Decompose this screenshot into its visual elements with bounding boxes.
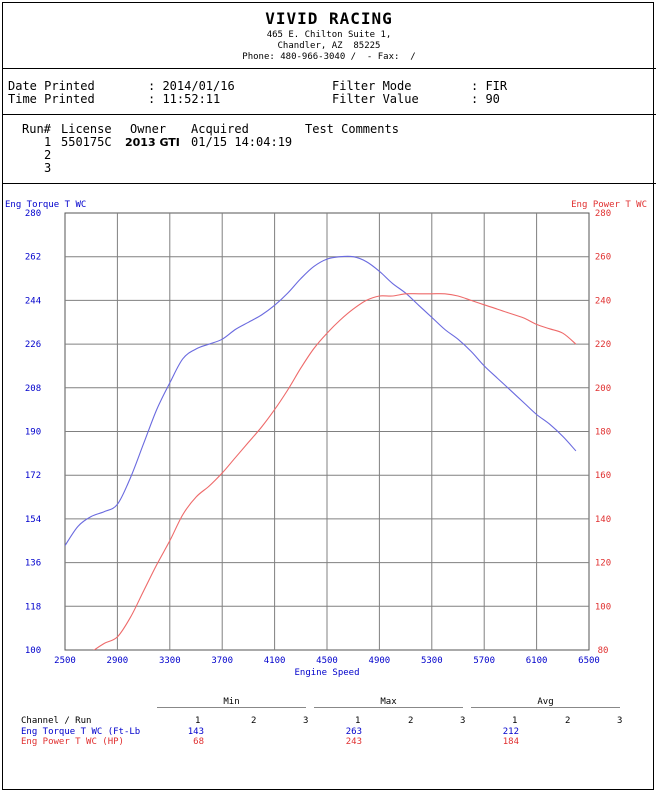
stats-group-avg: Avg xyxy=(537,697,554,707)
x-tick-label: 5300 xyxy=(421,656,443,666)
x-tick-label: 5700 xyxy=(473,656,495,666)
x-tick-label: 6100 xyxy=(526,656,548,666)
company-name: VIVID RACING xyxy=(265,9,393,28)
company-address-line1: 465 E. Chilton Suite 1, xyxy=(266,30,392,40)
company-contact: Phone: 480-966-3040 / - Fax: / xyxy=(242,52,416,62)
right-y-tick-label: 100 xyxy=(595,602,611,612)
torque-series-line xyxy=(65,255,577,546)
stats-channel-power: Eng Power T WC (HP) xyxy=(21,737,124,747)
x-tick-label: 3700 xyxy=(211,656,233,666)
time-printed-value: : 11:52:11 xyxy=(148,92,221,106)
left-y-tick-label: 262 xyxy=(25,253,41,263)
filter-mode-value: : FIR xyxy=(471,79,508,93)
power-series-line xyxy=(93,293,577,650)
runs-header-comments: Test Comments xyxy=(305,122,399,136)
left-y-tick-label: 280 xyxy=(25,209,41,219)
stats-power-avg: 184 xyxy=(502,737,519,747)
filter-value-label: Filter Value xyxy=(332,92,419,106)
stats-channel-header: Channel / Run xyxy=(21,716,92,726)
x-tick-label: 2900 xyxy=(107,656,129,666)
stats-run-number: 1 xyxy=(512,716,518,726)
stats-group-rule xyxy=(314,707,463,708)
x-tick-label: 4500 xyxy=(316,656,338,666)
divider xyxy=(2,114,656,115)
stats-torque-avg: 212 xyxy=(502,727,519,737)
run-number: 2 xyxy=(44,148,52,162)
run-number: 1 xyxy=(44,135,52,149)
stats-run-number: 3 xyxy=(617,716,623,726)
left-axis-ticks: 100 118 136 154 172 190 208 226 244 262 280 xyxy=(25,209,41,656)
chart-grid xyxy=(64,212,590,651)
stats-run-number: 3 xyxy=(460,716,466,726)
right-y-tick-label: 140 xyxy=(595,515,611,525)
run-owner: 2013 GTI xyxy=(125,136,180,149)
run-acquired: 01/15 14:04:19 xyxy=(191,135,293,149)
date-printed-label: Date Printed xyxy=(8,79,95,93)
stats-run-number: 2 xyxy=(565,716,571,726)
x-tick-label: 3300 xyxy=(159,656,181,666)
stats-group-max: Max xyxy=(380,697,397,707)
stats-group-rule xyxy=(471,707,620,708)
left-y-tick-label: 172 xyxy=(25,471,41,481)
stats-run-number: 1 xyxy=(355,716,361,726)
x-tick-label: 2500 xyxy=(54,656,76,666)
right-y-tick-label: 180 xyxy=(595,428,611,438)
divider xyxy=(2,183,656,184)
date-printed-value: : 2014/01/16 xyxy=(148,79,235,93)
right-y-tick-label: 280 xyxy=(595,209,611,219)
run-license: 550175C xyxy=(61,135,112,149)
left-y-tick-label: 118 xyxy=(25,602,41,612)
right-axis-ticks: 80 100 120 140 160 180 200 220 240 260 280 xyxy=(595,209,611,656)
stats-power-max: 243 xyxy=(345,737,362,747)
left-y-tick-label: 190 xyxy=(25,428,41,438)
x-tick-label: 6500 xyxy=(578,656,600,666)
right-y-tick-label: 80 xyxy=(598,646,609,656)
divider xyxy=(2,68,656,69)
stats-run-number: 1 xyxy=(195,716,201,726)
right-y-tick-label: 240 xyxy=(595,296,611,306)
stats-run-number: 2 xyxy=(251,716,257,726)
stats-torque-max: 263 xyxy=(345,727,362,737)
left-y-tick-label: 154 xyxy=(25,515,41,525)
x-axis-title: Engine Speed xyxy=(294,668,359,678)
filter-mode-label: Filter Mode xyxy=(332,79,412,93)
stats-torque-min: 143 xyxy=(187,727,204,737)
time-printed-label: Time Printed xyxy=(8,92,95,106)
stats-run-number: 2 xyxy=(408,716,414,726)
stats-group-rule xyxy=(157,707,306,708)
stats-group-min: Min xyxy=(223,697,240,707)
filter-value-value: : 90 xyxy=(471,92,500,106)
runs-header-acquired: Acquired xyxy=(191,122,249,136)
runs-header-run: Run# xyxy=(22,122,51,136)
right-y-tick-label: 260 xyxy=(595,253,611,263)
x-axis-ticks: 2500 2900 3300 3700 4100 4500 4900 5300 5700 6100… xyxy=(54,656,600,666)
right-y-tick-label: 200 xyxy=(595,384,611,394)
stats-channel-torque: Eng Torque T WC (Ft-Lb xyxy=(21,727,141,737)
runs-header-owner: Owner xyxy=(130,122,167,136)
stats-power-min: 68 xyxy=(193,737,204,747)
run-number: 3 xyxy=(44,161,52,175)
series-lines xyxy=(65,255,577,650)
left-y-tick-label: 136 xyxy=(25,559,41,569)
stats-run-number: 3 xyxy=(303,716,309,726)
right-y-tick-label: 220 xyxy=(595,340,611,350)
dyno-chart: Eng Torque T WC Eng Power T WC 2500 2900 3… xyxy=(5,200,647,678)
company-address-line2: Chandler, AZ 85225 xyxy=(277,41,381,51)
runs-header-license: License xyxy=(61,122,112,136)
x-tick-label: 4100 xyxy=(264,656,286,666)
left-y-tick-label: 226 xyxy=(25,340,41,350)
left-y-tick-label: 208 xyxy=(25,384,41,394)
right-axis-title: Eng Power T WC xyxy=(571,200,647,210)
left-y-tick-label: 100 xyxy=(25,646,41,656)
left-y-tick-label: 244 xyxy=(25,296,41,306)
x-tick-label: 4900 xyxy=(369,656,391,666)
right-y-tick-label: 120 xyxy=(595,559,611,569)
left-axis-title: Eng Torque T WC xyxy=(5,200,86,210)
right-y-tick-label: 160 xyxy=(595,471,611,481)
